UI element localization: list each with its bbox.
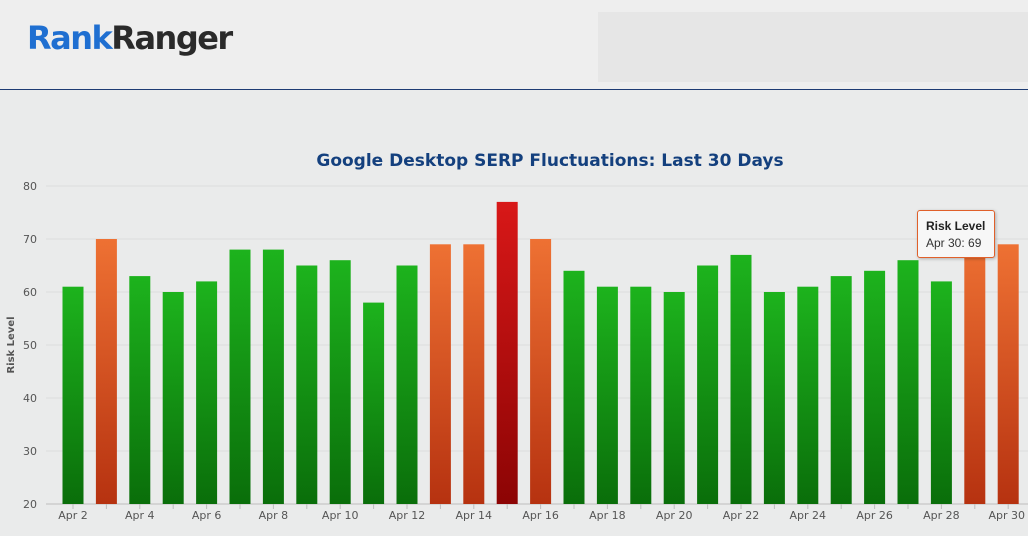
- y-tick-label: 50: [23, 339, 37, 352]
- bar[interactable]: [864, 270, 886, 504]
- bar-tooltip: Risk Level Apr 30: 69: [917, 210, 995, 258]
- x-tick-label: Apr 6: [192, 509, 222, 522]
- x-tick-label: Apr 16: [522, 509, 559, 522]
- bar[interactable]: [730, 254, 752, 504]
- bar[interactable]: [95, 239, 117, 504]
- bar[interactable]: [262, 249, 284, 504]
- bar[interactable]: [930, 281, 952, 504]
- bar[interactable]: [463, 244, 485, 505]
- bar[interactable]: [830, 276, 852, 504]
- x-tick-label: Apr 22: [723, 509, 760, 522]
- bar[interactable]: [62, 286, 84, 504]
- bar[interactable]: [496, 201, 518, 504]
- tooltip-title: Risk Level: [926, 219, 986, 233]
- x-tick-label: Apr 12: [389, 509, 426, 522]
- x-tick-label: Apr 20: [656, 509, 693, 522]
- y-tick-label: 40: [23, 392, 37, 405]
- y-axis-ticks: 20 30 40 50 60 70 80: [23, 180, 37, 511]
- bar[interactable]: [997, 244, 1019, 505]
- x-tick-label: Apr 28: [923, 509, 960, 522]
- y-tick-label: 70: [23, 233, 37, 246]
- bar[interactable]: [162, 292, 184, 504]
- bar[interactable]: [797, 286, 819, 504]
- bar[interactable]: [663, 292, 685, 504]
- bar[interactable]: [329, 260, 351, 504]
- x-tick-label: Apr 26: [856, 509, 893, 522]
- y-tick-label: 30: [23, 445, 37, 458]
- rankranger-logo[interactable]: RankRanger: [27, 19, 233, 57]
- bar[interactable]: [596, 286, 618, 504]
- bar[interactable]: [697, 265, 719, 505]
- y-axis-label: Risk Level: [6, 316, 17, 373]
- header-divider: [0, 89, 1028, 90]
- bar[interactable]: [196, 281, 218, 504]
- header: RankRanger: [0, 0, 1028, 89]
- bar[interactable]: [630, 286, 652, 504]
- bar[interactable]: [296, 265, 318, 505]
- bar[interactable]: [363, 302, 385, 504]
- bar[interactable]: [897, 260, 919, 504]
- x-tick-label: Apr 4: [125, 509, 155, 522]
- x-tick-label: Apr 2: [58, 509, 88, 522]
- y-tick-label: 60: [23, 286, 37, 299]
- y-tick-label: 80: [23, 180, 37, 193]
- x-axis-ticks: Apr 2 Apr 4 Apr 6 Apr 8 Apr 10 Apr 12 Apr 14 Ap…: [58, 504, 1025, 522]
- tooltip-text: Apr 30: 69: [926, 236, 982, 250]
- y-tick-label: 20: [23, 498, 37, 511]
- x-tick-label: Apr 18: [589, 509, 626, 522]
- bar[interactable]: [763, 292, 785, 504]
- serp-fluctuation-chart: Google Desktop SERP Fluctuations: Last 3…: [6, 151, 1028, 522]
- bars: [62, 201, 1019, 505]
- x-tick-label: Apr 30: [988, 509, 1025, 522]
- bar[interactable]: [563, 270, 585, 504]
- x-tick-label: Apr 24: [790, 509, 827, 522]
- x-tick-label: Apr 14: [456, 509, 493, 522]
- bar[interactable]: [229, 249, 251, 504]
- chart-title: Google Desktop SERP Fluctuations: Last 3…: [316, 151, 783, 171]
- x-tick-label: Apr 10: [322, 509, 359, 522]
- bar[interactable]: [964, 239, 986, 504]
- x-tick-label: Apr 8: [259, 509, 289, 522]
- bar[interactable]: [396, 265, 418, 505]
- bar[interactable]: [129, 276, 151, 504]
- bar[interactable]: [530, 239, 552, 504]
- header-banner-area: [598, 12, 1028, 82]
- bar[interactable]: [429, 244, 451, 505]
